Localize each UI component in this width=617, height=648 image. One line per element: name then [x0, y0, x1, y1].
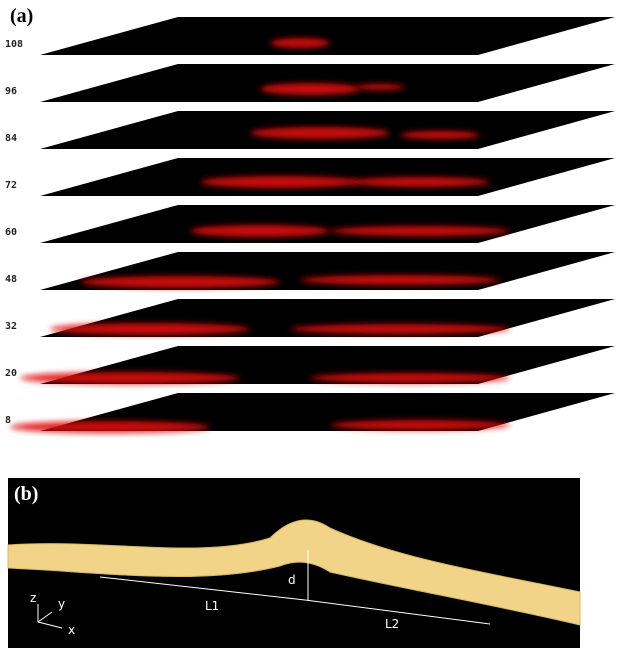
signal [350, 177, 490, 187]
slice: 108 [5, 17, 615, 55]
slice: 72 [5, 158, 615, 196]
slice-label: 84 [5, 133, 17, 144]
slice-plane [40, 17, 615, 55]
slice-label: 48 [5, 274, 17, 285]
signal [300, 275, 500, 285]
slice: 48 [5, 252, 615, 290]
slice-label: 72 [5, 180, 17, 191]
axis-x [37, 621, 63, 629]
signal [190, 225, 330, 237]
signal [80, 276, 280, 288]
signal [200, 176, 360, 188]
slice-label: 32 [5, 321, 17, 332]
slice-label: 96 [5, 86, 17, 97]
slice-label: 108 [5, 39, 23, 50]
signal [250, 127, 390, 139]
slice: 20 [5, 346, 615, 384]
axis-label: z [30, 591, 36, 605]
axis-y [37, 611, 53, 623]
signal [50, 323, 250, 335]
signal [290, 324, 510, 334]
slice: 96 [5, 64, 615, 102]
measure-lines [37, 550, 491, 629]
slice-label: 8 [5, 415, 11, 426]
slice-label: 60 [5, 227, 17, 238]
axis-label: x [68, 623, 75, 637]
signal [330, 420, 510, 430]
l2-line [304, 599, 491, 625]
annotation: d [288, 573, 296, 587]
signal [10, 421, 210, 433]
annotation: L2 [385, 617, 399, 631]
signal [20, 372, 240, 384]
slice-plane [40, 64, 615, 102]
signal [400, 131, 480, 139]
signal [310, 373, 510, 383]
slice-plane [40, 205, 615, 243]
signal [355, 84, 405, 90]
signal [260, 83, 360, 95]
panel-label: (b) [14, 483, 38, 505]
slice: 84 [5, 111, 615, 149]
slice: 32 [5, 299, 615, 337]
panel-label: (a) [10, 5, 33, 27]
slice-label: 20 [5, 368, 17, 379]
surface [7, 519, 581, 626]
axis-label: y [58, 597, 65, 611]
annotation: L1 [205, 599, 219, 613]
signal [270, 38, 330, 48]
signal [330, 226, 510, 236]
slice-plane [40, 158, 615, 196]
slices: 108 96 84 72 60 48 32 20 8 [5, 17, 615, 433]
slice: 60 [5, 205, 615, 243]
slice: 8 [5, 393, 615, 433]
l1-line [99, 576, 306, 601]
